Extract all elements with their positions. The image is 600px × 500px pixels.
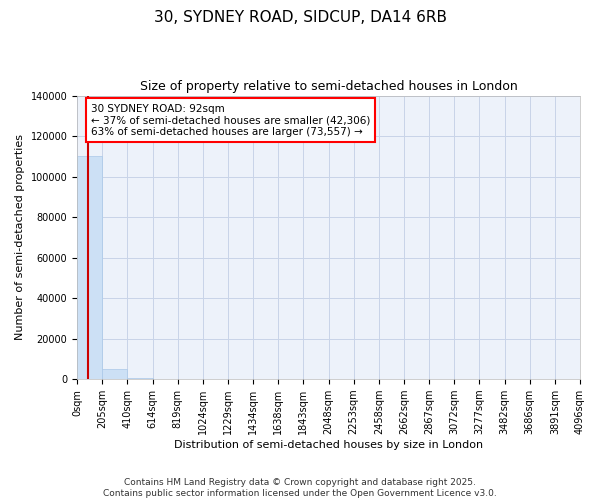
Bar — [103, 369, 127, 379]
Text: 30, SYDNEY ROAD, SIDCUP, DA14 6RB: 30, SYDNEY ROAD, SIDCUP, DA14 6RB — [154, 10, 446, 25]
Bar — [77, 156, 103, 379]
Title: Size of property relative to semi-detached houses in London: Size of property relative to semi-detach… — [140, 80, 517, 93]
X-axis label: Distribution of semi-detached houses by size in London: Distribution of semi-detached houses by … — [174, 440, 483, 450]
Y-axis label: Number of semi-detached properties: Number of semi-detached properties — [15, 134, 25, 340]
Bar — [127, 378, 152, 379]
Text: Contains HM Land Registry data © Crown copyright and database right 2025.
Contai: Contains HM Land Registry data © Crown c… — [103, 478, 497, 498]
Text: 30 SYDNEY ROAD: 92sqm
← 37% of semi-detached houses are smaller (42,306)
63% of : 30 SYDNEY ROAD: 92sqm ← 37% of semi-deta… — [91, 104, 370, 137]
